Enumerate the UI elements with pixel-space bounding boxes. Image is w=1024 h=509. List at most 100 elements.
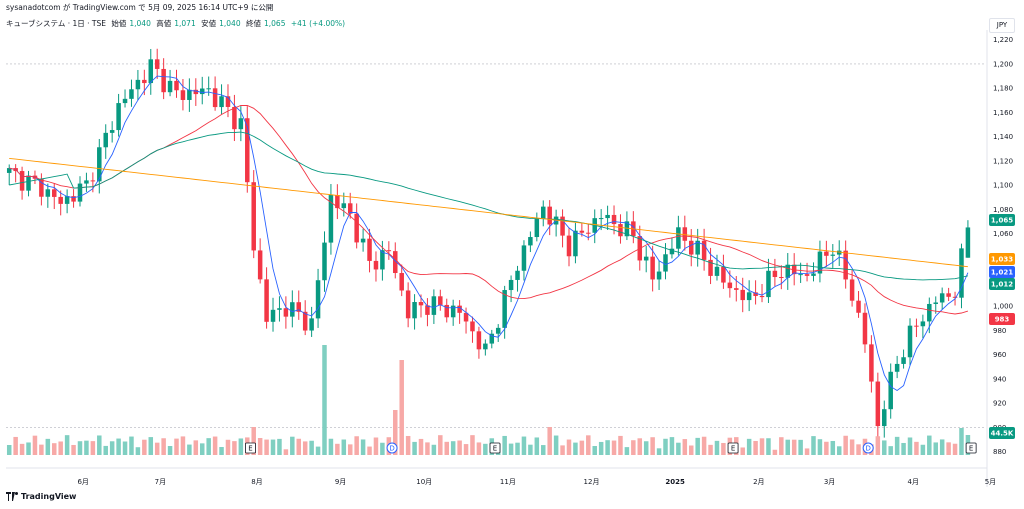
candle-body <box>129 89 134 99</box>
earnings-event-icon <box>245 442 256 454</box>
volume-bar <box>322 345 327 455</box>
candle-body <box>547 206 552 225</box>
volume-bar <box>199 443 205 455</box>
candle-body <box>6 168 12 173</box>
volume-bar <box>463 444 469 455</box>
event-label: E <box>969 445 973 453</box>
volume-bar <box>579 440 585 455</box>
y-tick-label: 880 <box>993 448 1006 456</box>
volume-bar <box>682 439 688 455</box>
candle-body <box>180 90 186 100</box>
ma-slow-line <box>9 131 969 281</box>
candle-body <box>811 273 816 276</box>
price-tag <box>989 427 1015 439</box>
volume-bar <box>418 438 424 455</box>
candle-body <box>438 296 443 305</box>
volume-bar <box>399 360 404 455</box>
candle-body <box>341 203 347 209</box>
candle-body <box>380 250 385 270</box>
candle-body <box>701 240 707 260</box>
y-tick-label: 960 <box>993 351 1006 359</box>
volume-bar <box>341 439 347 455</box>
volume-bar <box>193 440 199 455</box>
volume-bar <box>367 446 372 455</box>
volume-bar <box>251 427 256 455</box>
volume-bar <box>32 435 38 455</box>
tradingview-brand[interactable]: TradingView <box>6 492 76 501</box>
volume-bar <box>688 445 694 455</box>
volume-bar <box>135 447 141 455</box>
price-tag-label: 1,033 <box>991 256 1013 264</box>
volume-bar <box>335 443 340 455</box>
y-tick-label: 1,200 <box>993 60 1013 68</box>
volume-bar <box>26 442 31 455</box>
price-tag-label: 44.5K <box>991 430 1014 438</box>
event-label: E <box>493 445 497 453</box>
volume-bar <box>277 438 282 455</box>
volume-bar <box>315 446 321 455</box>
candle-body <box>927 303 932 322</box>
volume-bar <box>669 437 675 455</box>
candle-body <box>489 333 495 344</box>
brand-label: TradingView <box>21 492 77 501</box>
candle-body <box>116 103 121 131</box>
volume-bar <box>631 440 636 455</box>
volume-bar <box>605 440 610 455</box>
volume-bar <box>405 435 411 455</box>
volume-bar <box>541 445 546 455</box>
ma-long-line <box>9 157 968 268</box>
candle-body <box>257 250 263 280</box>
volume-bar <box>103 445 108 455</box>
candle-body <box>154 59 160 69</box>
y-tick-label: 1,180 <box>993 85 1013 93</box>
currency-button[interactable]: JPY <box>989 18 1015 33</box>
volume-bar <box>219 447 224 455</box>
x-tick-label: 9月 <box>335 478 346 486</box>
price-tag-label: 1,065 <box>991 217 1013 225</box>
candle-body <box>290 302 295 317</box>
y-tick-label: 1,080 <box>993 206 1013 214</box>
publish-info: sysanadotcom が TradingView.com で 5月 09, … <box>6 3 274 12</box>
volume-bar <box>701 436 707 455</box>
candle-body <box>77 183 83 202</box>
candle-body <box>586 232 591 234</box>
candle-body <box>965 227 971 258</box>
open-value: 1,040 <box>129 19 151 28</box>
volume-bar <box>412 441 417 455</box>
candle-body <box>843 250 848 280</box>
candle-body <box>476 331 482 350</box>
x-tick-label: 10月 <box>416 478 432 486</box>
candle-body <box>335 195 340 209</box>
candle-body <box>347 203 353 214</box>
candle-body <box>71 196 76 202</box>
symbol-label[interactable]: キューブシステム · 1日 · TSE <box>6 19 106 28</box>
volume-bar <box>52 443 57 455</box>
volume-bar <box>457 440 462 455</box>
volume-bar <box>779 437 784 455</box>
close-label: 終値 <box>246 19 261 28</box>
candle-body <box>721 266 726 283</box>
high-value: 1,071 <box>174 19 196 28</box>
candle-body <box>270 309 276 322</box>
volume-bar <box>90 441 96 455</box>
volume-bar <box>257 437 263 455</box>
y-tick-label: 1,120 <box>993 157 1013 165</box>
volume-bar <box>45 438 51 455</box>
volume-bar <box>637 438 643 455</box>
volume-bar <box>283 449 289 455</box>
candle-body <box>772 270 778 278</box>
candle-body <box>727 282 733 289</box>
ma-fast-line <box>9 75 969 392</box>
volume-bar <box>161 438 166 455</box>
candle-body <box>682 227 688 241</box>
candle-body <box>952 296 958 298</box>
candle-body <box>444 304 449 318</box>
candle-body <box>431 296 437 315</box>
price-tag-label: 983 <box>995 316 1010 324</box>
volume-bar <box>624 447 630 455</box>
volume-bar <box>586 435 591 455</box>
candle-body <box>920 321 926 327</box>
volume-bar <box>450 441 456 455</box>
candle-body <box>418 302 424 306</box>
